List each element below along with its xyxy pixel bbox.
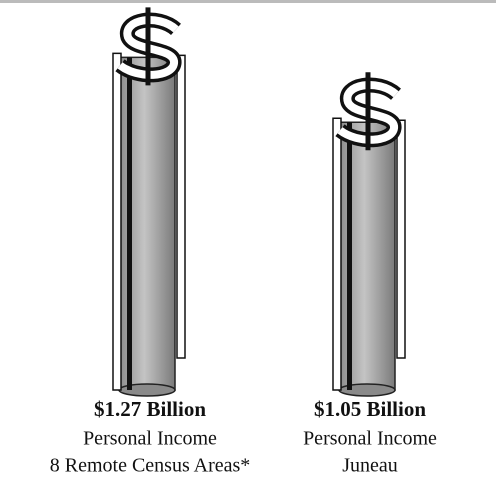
chart: $1.27 Billion Personal Income 8 Remote Cen… <box>0 0 496 480</box>
black-stripe <box>127 57 132 390</box>
value-label: $1.27 Billion <box>94 397 206 421</box>
measure-label: Personal Income <box>303 428 437 450</box>
value-label: $1.05 Billion <box>314 397 426 421</box>
right-strip <box>177 55 185 358</box>
left-strip <box>333 118 341 390</box>
right-strip <box>397 120 405 358</box>
dollar-column <box>333 72 405 396</box>
category-label: Juneau <box>342 455 398 477</box>
dollar-column <box>113 7 185 396</box>
black-stripe <box>347 122 352 390</box>
left-strip <box>113 53 121 390</box>
category-label: 8 Remote Census Areas* <box>50 455 251 477</box>
measure-label: Personal Income <box>83 428 217 450</box>
